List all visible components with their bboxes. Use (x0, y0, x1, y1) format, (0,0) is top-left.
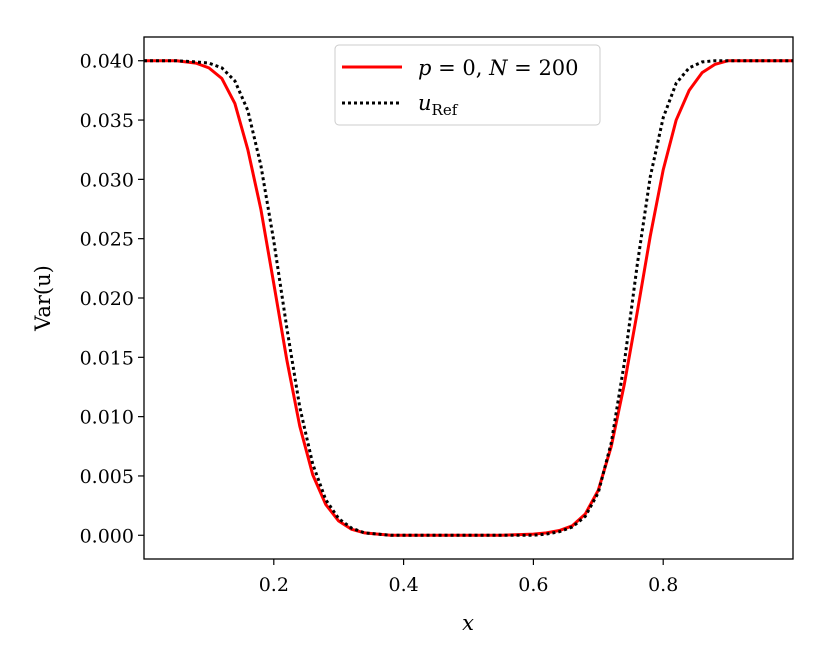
y-tick-label: 0.005 (80, 466, 134, 488)
legend-label-series-1-p: p (418, 56, 431, 80)
x-axis-label: x (462, 611, 474, 635)
x-axis-ticks: 0.2 0.4 0.6 0.8 (259, 559, 678, 596)
y-axis-label: Var(u) (31, 265, 55, 332)
y-tick-label: 0.020 (80, 288, 134, 310)
y-tick-label: 0.030 (80, 169, 134, 191)
y-tick-label: 0.015 (80, 347, 134, 369)
x-tick-label: 0.8 (648, 574, 678, 596)
y-axis-ticks: 0.000 0.005 0.010 0.015 0.020 0.025 0.030 0.035… (80, 51, 144, 547)
y-tick-label: 0.035 (80, 110, 134, 132)
x-tick-label: 0.4 (388, 574, 418, 596)
series-line-1 (144, 59, 793, 537)
legend-label-series-1-val: = 200 (508, 56, 579, 80)
legend-label-series-2: uRef (418, 91, 459, 119)
x-tick-label: 0.6 (518, 574, 548, 596)
legend-label-series-1-n: N (488, 56, 508, 80)
x-tick-label: 0.2 (259, 574, 289, 596)
y-tick-label: 0.025 (80, 229, 134, 251)
series-layer (144, 59, 793, 537)
y-tick-label: 0.010 (80, 407, 134, 429)
legend-label-series-2-u: u (418, 91, 432, 115)
legend-label-series-1: p = 0, N = 200 (418, 56, 579, 80)
legend-label-series-1-eq: = 0, (431, 56, 489, 80)
legend: p = 0, N = 200 uRef (334, 44, 601, 126)
y-tick-label: 0.000 (80, 525, 134, 547)
y-tick-label: 0.040 (80, 51, 134, 73)
legend-box (334, 44, 601, 126)
legend-label-series-2-sub: Ref (432, 101, 459, 119)
